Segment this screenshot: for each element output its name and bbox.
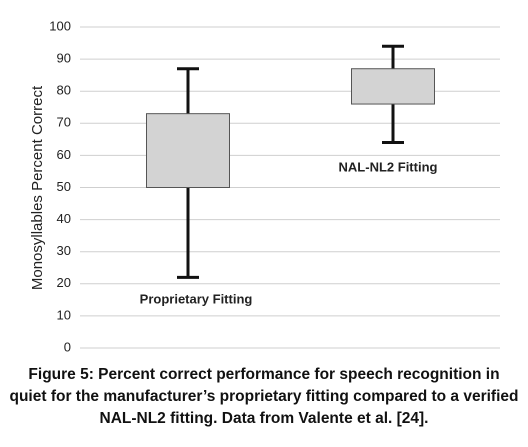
y-tick-label: 80	[57, 83, 71, 98]
y-axis-label: Monosyllables Percent Correct	[29, 85, 46, 290]
y-tick-label: 20	[57, 275, 71, 290]
box	[351, 68, 435, 105]
y-tick-label: 100	[49, 18, 71, 33]
y-tick-label: 40	[57, 211, 71, 226]
y-tick-label: 10	[57, 307, 71, 322]
category-label: NAL-NL2 Fitting	[339, 159, 438, 174]
y-tick-label: 90	[57, 51, 71, 66]
caption: Figure 5: Percent correct performance fo…	[9, 366, 519, 427]
y-tick-label: 70	[57, 115, 71, 130]
category-label: Proprietary Fitting	[140, 291, 253, 306]
y-tick-label: 50	[57, 179, 71, 194]
box	[146, 113, 230, 188]
y-tick-label: 60	[57, 147, 71, 162]
y-tick-label: 30	[57, 243, 71, 258]
chart: Monosyllables Percent Correct 0 10 20 30 40 5…	[29, 18, 500, 354]
y-tick-label: 0	[64, 339, 71, 354]
